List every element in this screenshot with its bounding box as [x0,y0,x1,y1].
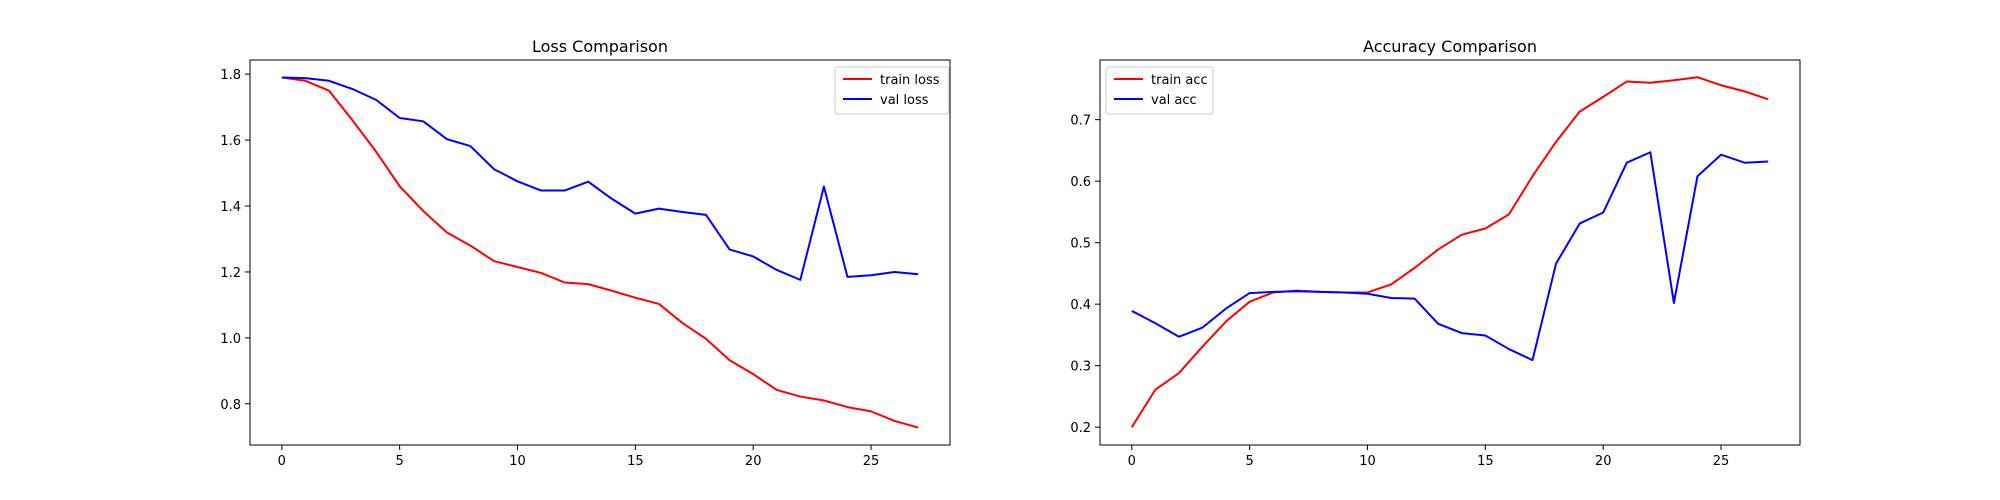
accuracy-legend: train acc val acc [1105,66,1214,115]
accuracy-x-tick-label: 25 [1713,454,1730,469]
accuracy-y-tick-label: 0.5 [1070,237,1091,252]
loss-comparison-chart: Loss Comparison 0 5 10 15 20 25 0.8 1.0 1.2 1.4 1.… [220,37,951,469]
train-loss-line [281,76,919,429]
loss-y-tick-label: 1.8 [220,68,241,83]
accuracy-y-tick-label: 0.2 [1070,421,1091,436]
loss-x-tick-label: 10 [509,454,526,469]
loss-y-tick-label: 1.6 [220,134,241,149]
loss-legend: train loss val loss [834,66,950,115]
val-loss-line [281,76,919,281]
val-loss-legend-label: val loss [880,93,929,108]
loss-y-tick-label: 0.8 [220,398,241,413]
accuracy-comparison-chart: Accuracy Comparison 0 5 10 15 20 250.20.30.40… [1070,37,1801,469]
loss-x-tick-label: 25 [863,454,880,469]
loss-y-tick-label: 1.4 [220,200,241,215]
train-acc-legend-label: train acc [1151,73,1208,88]
loss-axes-frame [249,59,951,446]
train-acc-line [1130,76,1769,428]
accuracy-x-tick-label: 15 [1477,454,1494,469]
accuracy-x-tick-label: 10 [1359,454,1376,469]
accuracy-y-tick-label: 0.3 [1070,360,1091,375]
accuracy-x-tick-label: 0 [1128,454,1136,469]
accuracy-y-tick-label: 0.7 [1070,114,1091,129]
accuracy-chart-title: Accuracy Comparison [1363,37,1537,56]
accuracy-axes-frame [1099,59,1801,446]
loss-x-tick-label: 0 [278,454,286,469]
accuracy-y-tick-label: 0.6 [1070,175,1091,190]
loss-x-tick-label: 15 [627,454,644,469]
loss-y-tick-label: 1.2 [220,266,241,281]
val-acc-line [1131,151,1769,362]
val-acc-legend-label: val acc [1151,93,1197,108]
accuracy-x-tick-label: 5 [1246,454,1254,469]
loss-x-tick-label: 20 [745,454,762,469]
loss-plot-area: 0 5 10 15 20 25 0.8 1.0 1.2 1.4 1.6 1.8 [220,59,951,469]
loss-x-tick-label: 5 [396,454,404,469]
train-loss-legend-label: train loss [880,73,940,88]
accuracy-x-tick-label: 20 [1595,454,1612,469]
accuracy-y-tick-label: 0.4 [1070,298,1091,313]
loss-chart-title: Loss Comparison [532,37,668,56]
accuracy-plot-area: 0 5 10 15 20 25 0.2 0.3 0.4 0.5 0.6 0.7 [1070,59,1801,469]
loss-y-tick-label: 1.0 [220,332,241,347]
